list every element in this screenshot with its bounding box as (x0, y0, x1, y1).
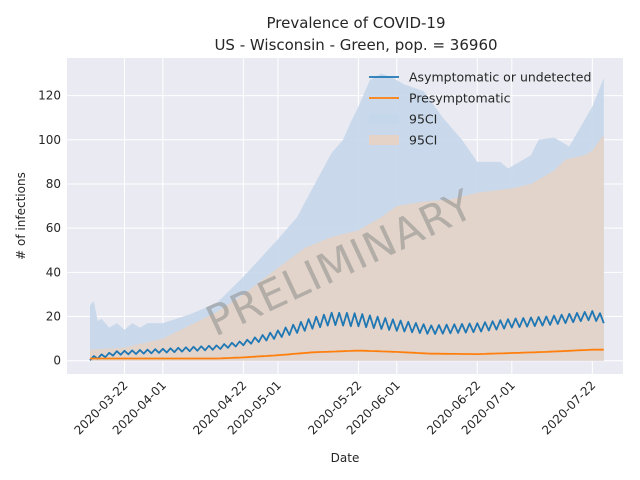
legend-label: Presymptomatic (409, 91, 511, 106)
chart-title: Prevalence of COVID-19 (266, 14, 445, 32)
legend-swatch (369, 135, 399, 145)
y-tick-label: 80 (46, 177, 61, 191)
y-tick-label: 20 (46, 310, 61, 324)
series-line (89, 310, 605, 361)
ci-band (90, 135, 604, 361)
y-axis-label: # of infections (14, 172, 28, 260)
y-tick-label: 120 (38, 89, 61, 103)
y-tick-label: 60 (46, 221, 61, 235)
x-axis-label: Date (331, 451, 360, 465)
ci-bands (90, 73, 604, 361)
legend-label: Asymptomatic or undetected (409, 70, 591, 85)
series-line (90, 348, 604, 360)
legend-label: 95CI (409, 133, 437, 148)
legend-label: 95CI (409, 112, 437, 127)
legend: Asymptomatic or undetected Presymptomatic… (369, 70, 591, 148)
y-tick-label: 100 (38, 133, 61, 147)
series-lines (89, 310, 605, 361)
x-tick-label: 2020-07-22 (539, 378, 598, 437)
legend-swatch (369, 114, 399, 124)
y-ticks: 0 20 40 60 80 100 120 (38, 89, 61, 368)
chart-subtitle: US - Wisconsin - Green, pop. = 36960 (214, 36, 497, 54)
y-tick-label: 40 (46, 265, 61, 279)
y-tick-label: 0 (53, 354, 61, 368)
